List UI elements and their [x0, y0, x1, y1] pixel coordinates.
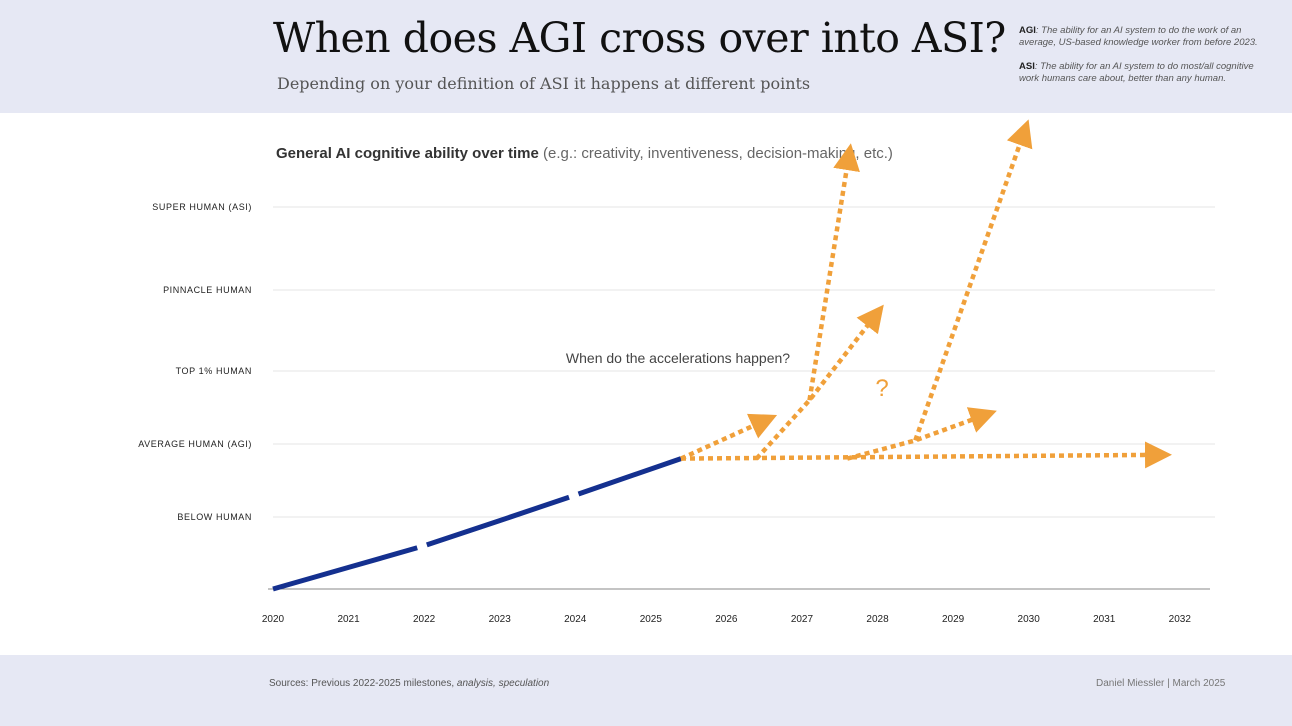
- x-tick-label: 2031: [1093, 614, 1116, 625]
- page-title: When does AGI cross over into ASI?: [273, 14, 1006, 62]
- y-level-label: PINNACLE HUMAN: [163, 285, 252, 295]
- x-tick-label: 2026: [715, 614, 738, 625]
- speculative-series-line: [913, 119, 1033, 442]
- definition-agi: AGI: The ability for an AI system to do …: [1019, 25, 1258, 48]
- chart-title-lead: General AI cognitive ability over time: [276, 145, 539, 162]
- page-subtitle: Depending on your definition of ASI it h…: [277, 74, 811, 93]
- x-tick-label: 2028: [866, 614, 889, 625]
- header-band: [0, 0, 1292, 113]
- speculative-series-line: [680, 413, 778, 461]
- chart-title-parenthetical: (e.g.: creativity, inventiveness, decisi…: [543, 145, 893, 162]
- question-mark-annotation: ?: [875, 375, 888, 402]
- y-level-label: BELOW HUMAN: [177, 512, 252, 522]
- speculative-series-line: [680, 441, 1172, 469]
- footer-band: [0, 655, 1292, 726]
- x-tick-label: 2024: [564, 614, 587, 625]
- x-tick-label: 2027: [791, 614, 814, 625]
- x-tick-label: 2032: [1169, 614, 1192, 625]
- definitions-panel: AGI: The ability for an AI system to do …: [1019, 25, 1274, 97]
- y-level-label: SUPER HUMAN (ASI): [152, 202, 252, 212]
- y-level-label: AVERAGE HUMAN (AGI): [138, 439, 252, 449]
- speculative-series-line: [846, 407, 997, 461]
- x-tick-label: 2021: [337, 614, 360, 625]
- x-tick-label: 2029: [942, 614, 965, 625]
- x-tick-label: 2023: [489, 614, 512, 625]
- x-tick-label: 2025: [640, 614, 663, 625]
- author-credit: Daniel Miessler | March 2025: [1096, 678, 1226, 689]
- y-level-label: TOP 1% HUMAN: [176, 366, 252, 376]
- x-tick-label: 2020: [262, 614, 285, 625]
- historical-series-line: [272, 456, 682, 592]
- x-tick-label: 2030: [1018, 614, 1041, 625]
- chart-title: General AI cognitive ability over time (…: [276, 145, 893, 162]
- chart-annotation: When do the accelerations happen?: [566, 350, 790, 366]
- sources-note: Sources: Previous 2022-2025 milestones, …: [269, 678, 550, 689]
- speculative-series-line: [807, 143, 860, 401]
- x-tick-label: 2022: [413, 614, 436, 625]
- definition-asi: ASI: The ability for an AI system to do …: [1019, 61, 1254, 84]
- speculative-series-line: [754, 304, 884, 461]
